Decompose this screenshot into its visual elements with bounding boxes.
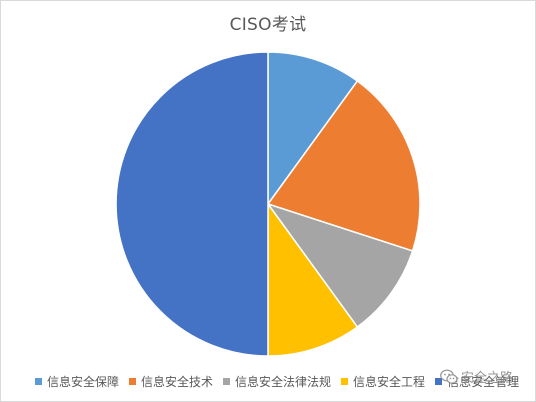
legend-swatch-2 <box>223 378 231 385</box>
pie-slice-0 <box>267 51 359 205</box>
wechat-icon <box>440 369 458 384</box>
legend-item-4: 信息安全管理 <box>435 373 519 390</box>
legend-label-4: 信息安全管理 <box>447 375 520 389</box>
watermark-text: 安全之路 <box>461 371 514 386</box>
legend-swatch-3 <box>341 378 349 385</box>
legend-swatch-1 <box>129 378 137 385</box>
chart-title: CISO考试 <box>229 15 307 35</box>
legend-item-1: 信息安全技术 <box>129 373 213 390</box>
legend-swatch-4 <box>435 378 443 385</box>
legend-item-3: 信息安全工程 <box>341 373 425 390</box>
watermark: 安全之路 <box>440 367 513 386</box>
pie-slice-4 <box>115 51 269 357</box>
legend: 信息安全保障 信息安全技术 信息安全法律法规 信息安全工程 信息安全管理 <box>35 373 535 390</box>
legend-label-3: 信息安全工程 <box>353 375 426 389</box>
legend-label-1: 信息安全技术 <box>141 375 214 389</box>
legend-item-2: 信息安全法律法规 <box>223 373 331 390</box>
legend-label-2: 信息安全法律法规 <box>235 375 332 389</box>
legend-label-0: 信息安全保障 <box>47 375 120 389</box>
pie-slice-2 <box>267 203 414 328</box>
legend-item-0: 信息安全保障 <box>35 373 119 390</box>
legend-swatch-0 <box>35 378 42 385</box>
pie-slice-3 <box>267 203 359 357</box>
pie-slice-1 <box>267 80 421 252</box>
